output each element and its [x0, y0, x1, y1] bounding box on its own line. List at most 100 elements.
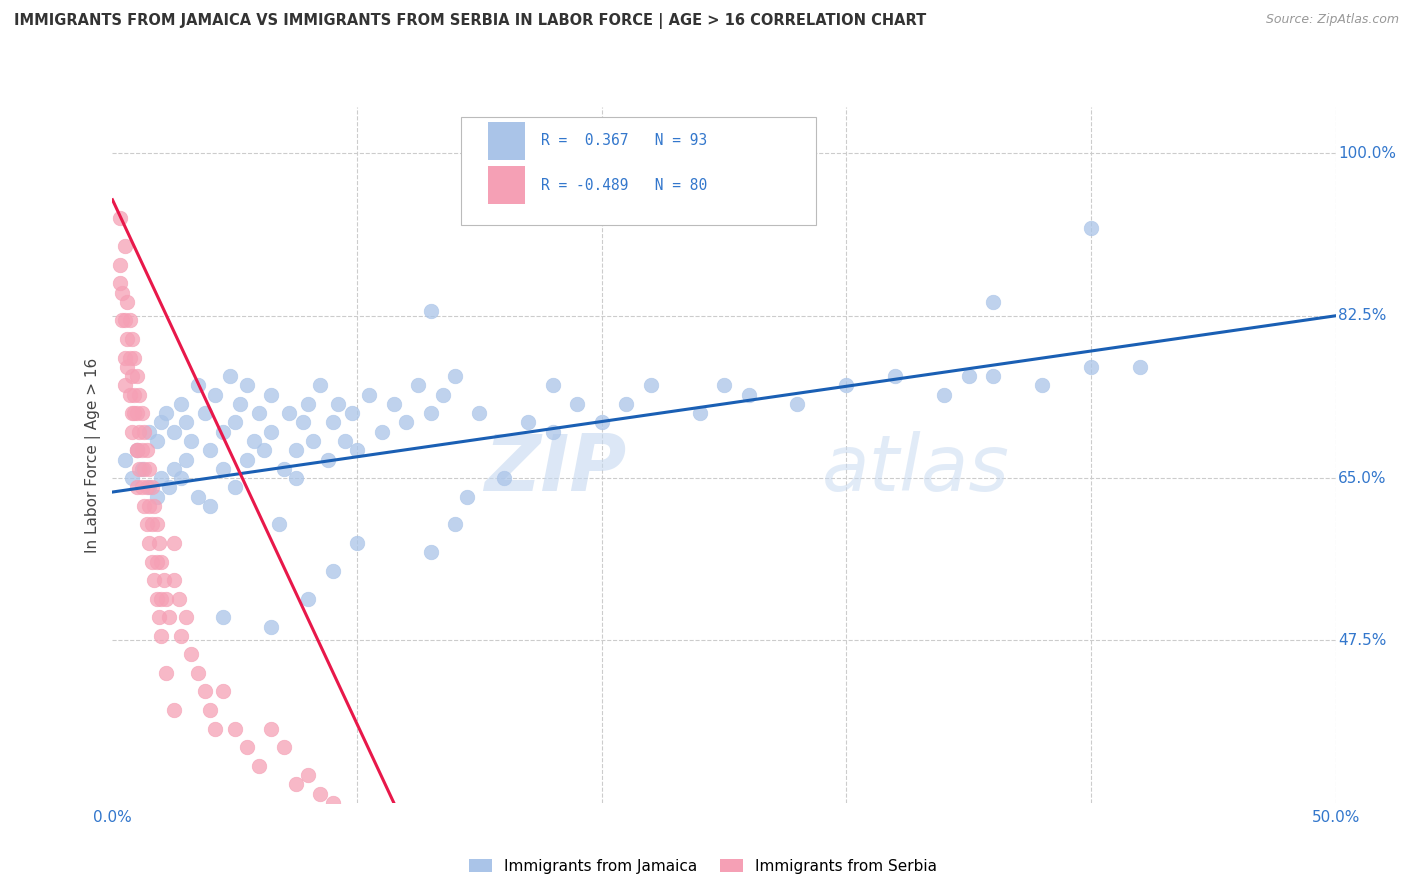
Point: [121, 369, 143, 384]
Point: [194, 406, 217, 420]
Point: [211, 425, 233, 439]
Point: [143, 573, 166, 587]
Point: [170, 471, 193, 485]
Point: [134, 425, 156, 439]
Point: [118, 313, 141, 327]
Point: [567, 397, 589, 411]
Point: [395, 416, 418, 430]
Point: [150, 555, 173, 569]
Point: [200, 499, 222, 513]
Point: [219, 369, 242, 384]
Point: [456, 490, 478, 504]
Point: [131, 480, 153, 494]
Point: [114, 452, 136, 467]
Point: [236, 378, 259, 392]
Point: [121, 332, 143, 346]
Text: atlas: atlas: [823, 431, 1010, 507]
Text: Source: ZipAtlas.com: Source: ZipAtlas.com: [1265, 13, 1399, 27]
Point: [163, 573, 186, 587]
Point: [124, 406, 146, 420]
Point: [253, 443, 276, 458]
Point: [247, 758, 270, 772]
Point: [309, 378, 332, 392]
Point: [1080, 359, 1102, 374]
Point: [174, 416, 197, 430]
Point: [114, 351, 136, 365]
Point: [128, 387, 150, 401]
Point: [957, 369, 980, 384]
Text: R = -0.489   N = 80: R = -0.489 N = 80: [540, 178, 707, 193]
Point: [157, 610, 180, 624]
Point: [114, 239, 136, 253]
Point: [200, 703, 222, 717]
Point: [148, 536, 170, 550]
Point: [170, 397, 193, 411]
Point: [273, 462, 295, 476]
Point: [150, 591, 173, 606]
Text: 47.5%: 47.5%: [1339, 633, 1386, 648]
Point: [124, 351, 146, 365]
Point: [174, 452, 197, 467]
Point: [211, 462, 233, 476]
Text: 65.0%: 65.0%: [1339, 471, 1386, 485]
Point: [346, 536, 368, 550]
Point: [370, 425, 392, 439]
Point: [297, 397, 319, 411]
Point: [224, 480, 246, 494]
Point: [614, 397, 637, 411]
Point: [419, 545, 441, 559]
Point: [297, 768, 319, 782]
Point: [163, 703, 186, 717]
Point: [194, 684, 217, 698]
Point: [148, 610, 170, 624]
Point: [155, 591, 177, 606]
Point: [163, 462, 186, 476]
Point: [492, 471, 515, 485]
Point: [468, 406, 491, 420]
Point: [174, 610, 197, 624]
Point: [322, 416, 344, 430]
Point: [934, 387, 956, 401]
Point: [260, 387, 283, 401]
Point: [419, 406, 441, 420]
Point: [143, 499, 166, 513]
Point: [981, 294, 1004, 309]
Point: [131, 406, 153, 420]
Point: [541, 378, 564, 392]
Point: [200, 443, 222, 458]
Point: [141, 517, 163, 532]
Text: 100.0%: 100.0%: [1339, 146, 1396, 161]
Point: [284, 443, 308, 458]
Point: [224, 416, 246, 430]
Point: [108, 258, 131, 272]
Point: [125, 443, 148, 458]
Point: [737, 387, 759, 401]
Point: [273, 740, 295, 755]
Point: [187, 378, 209, 392]
Point: [297, 591, 319, 606]
Point: [128, 425, 150, 439]
Point: [125, 406, 148, 420]
Point: [981, 369, 1004, 384]
Point: [145, 555, 167, 569]
Point: [260, 619, 283, 633]
Point: [322, 564, 344, 578]
Point: [346, 443, 368, 458]
Point: [134, 499, 156, 513]
Point: [155, 406, 177, 420]
Point: [382, 397, 405, 411]
Point: [322, 796, 344, 810]
Point: [187, 665, 209, 680]
Point: [1080, 220, 1102, 235]
Point: [228, 397, 250, 411]
Text: R =  0.367   N = 93: R = 0.367 N = 93: [540, 134, 707, 148]
Point: [243, 434, 266, 448]
Point: [211, 610, 233, 624]
Point: [118, 387, 141, 401]
Point: [150, 629, 173, 643]
Point: [138, 480, 160, 494]
Point: [125, 369, 148, 384]
Point: [1129, 359, 1152, 374]
Point: [128, 462, 150, 476]
Point: [131, 462, 153, 476]
